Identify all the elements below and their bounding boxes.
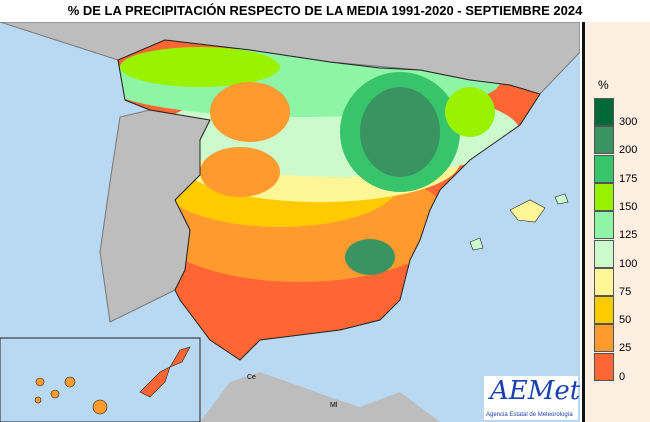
aemet-logo: AEMet Agencia Estatal de Meteorología	[484, 376, 581, 420]
legend-swatch	[594, 352, 614, 381]
melilla-label: Ml	[330, 402, 338, 409]
legend-label: 200	[619, 144, 638, 157]
balearic-islands	[469, 193, 569, 251]
ceuta-label: Ce	[247, 374, 256, 381]
legend-label: 125	[619, 229, 638, 242]
legend-swatch	[594, 182, 614, 211]
canary-islands	[34, 346, 191, 415]
legend-label: 75	[619, 285, 632, 298]
legend-swatch	[594, 211, 614, 240]
legend-label: 100	[619, 257, 638, 270]
legend-swatch	[594, 239, 614, 268]
legend-label: 300	[619, 116, 638, 128]
legend-swatch	[594, 154, 614, 183]
legend-label: 50	[619, 314, 632, 327]
africa-land	[200, 372, 440, 422]
legend-swatch	[594, 267, 614, 296]
legend-swatch	[594, 324, 614, 353]
legend-label: 0	[619, 370, 626, 383]
precipitation-map: Ce Ml	[0, 22, 580, 422]
legend-swatch	[594, 126, 614, 155]
legend-label: 150	[619, 200, 638, 213]
legend-swatch	[594, 296, 614, 325]
legend-unit: %	[598, 78, 609, 92]
legend-label: 175	[619, 172, 638, 185]
legend: % 300 200 175 150 125 100 75 50 25 0	[582, 22, 650, 422]
legend-swatch	[594, 98, 614, 126]
map-title: % DE LA PRECIPITACIÓN RESPECTO DE LA MED…	[0, 0, 650, 22]
legend-label: 25	[619, 342, 632, 355]
